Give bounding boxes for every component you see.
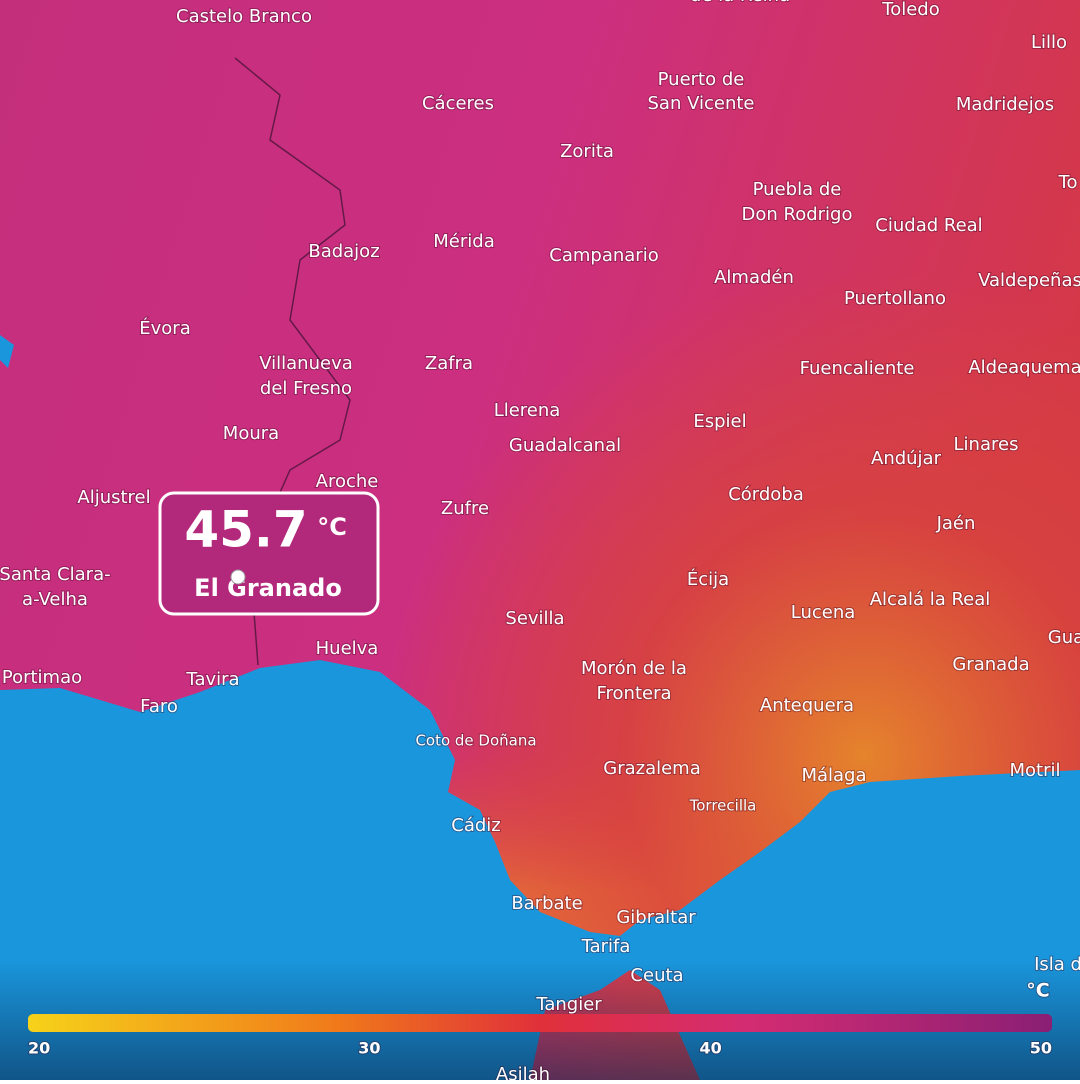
place-label: Andújar [871,448,942,469]
place-label: Sevilla [505,608,564,629]
place-label: Huelva [316,638,379,659]
place-label: Toledo [881,0,939,20]
place-label: Moura [223,423,279,444]
place-label: Aljustrel [77,487,150,508]
place-label: Málaga [801,765,866,786]
place-label: Almadén [714,267,794,288]
place-label: Alcalá la Real [870,589,991,610]
place-label: Ciudad Real [875,215,982,236]
location-dot [230,569,246,585]
place-label: Puebla de [753,179,842,200]
place-label: Cáceres [422,93,494,114]
place-label: Don Rodrigo [742,204,853,225]
place-label: Écija [687,568,729,590]
place-label: Frontera [596,683,671,704]
legend-bar [28,1014,1052,1032]
legend-tick-label: 40 [700,1039,722,1058]
popup-value: 45.7 [184,501,307,559]
place-label: Lillo [1031,32,1067,53]
place-label: Madridejos [956,94,1054,115]
place-label: Ceuta [630,965,683,986]
place-label: Aroche [316,471,379,492]
place-label: Zafra [425,353,473,374]
place-label: To [1058,172,1078,193]
popup-place: El Granado [194,574,342,602]
place-label: Lucena [791,602,856,623]
legend-tick-label: 50 [1030,1039,1052,1058]
legend-unit: °C [1026,980,1049,1002]
place-label: Puerto de [658,69,745,90]
place-label: Santa Clara- [0,564,111,585]
place-label: Fuencaliente [800,358,915,379]
legend-tick-label: 30 [358,1039,380,1058]
place-label: Asilah [496,1064,550,1080]
place-label: Évora [139,317,190,339]
place-label: Campanario [549,245,658,266]
place-label: Tangier [535,994,602,1015]
place-label: Villanueva [259,353,353,374]
place-label: Faro [140,696,178,717]
place-label: Jaén [936,513,976,534]
place-label: Coto de Doñana [415,732,536,750]
place-label: Mérida [433,231,494,252]
place-label: Valdepeñas [978,270,1080,291]
place-label: Antequera [760,695,854,716]
place-label: San Vicente [647,93,754,114]
place-label: Puertollano [844,288,946,309]
place-label: Zorita [560,141,614,162]
place-label: a-Velha [22,589,88,610]
place-label: Aldeaquema [968,357,1080,378]
place-label: Morón de la [581,658,687,679]
place-label: Granada [952,654,1029,675]
place-label: Grazalema [603,758,701,779]
place-label: Portimao [2,667,82,688]
place-label: Barbate [511,893,582,914]
place-label: Guadalcanal [509,435,621,456]
place-label: Córdoba [728,484,804,505]
popup-box[interactable] [158,491,380,616]
place-label: Tavira [185,669,239,690]
place-label: Castelo Branco [176,6,312,27]
place-label: Gua [1048,627,1080,648]
place-label: Torrecilla [689,797,757,815]
place-label: Isla d [1034,954,1080,975]
place-label: del Fresno [260,378,352,399]
place-label: Espiel [693,411,746,432]
place-label: Gibraltar [616,907,696,928]
place-label: Badajoz [308,241,379,262]
place-label: Tarifa [581,936,631,957]
border [234,57,351,666]
place-label: Cádiz [451,815,500,836]
popup-unit: °C [317,513,347,541]
popup[interactable]: 45.7 °C El Granado [158,491,380,616]
place-label: de la Reina [690,0,790,6]
place-label: Llerena [494,400,561,421]
place-label: Motril [1009,760,1060,781]
legend-tick-label: 20 [28,1039,50,1058]
reservoir [0,335,14,368]
place-label: Linares [954,434,1019,455]
place-label: Zufre [441,498,489,519]
